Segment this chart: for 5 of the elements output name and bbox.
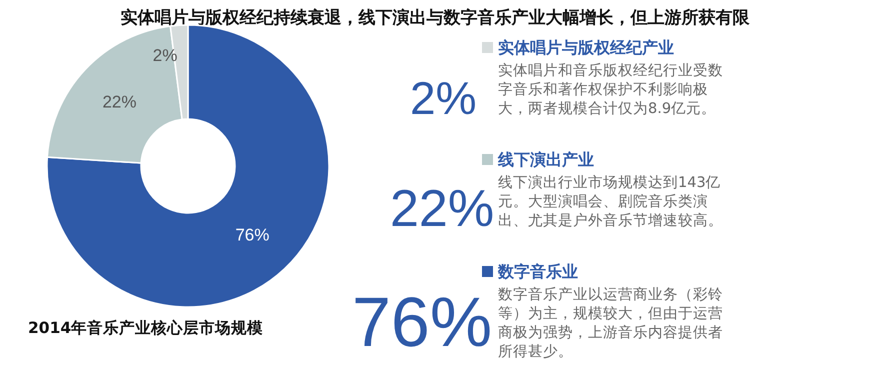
data-label: 76% (235, 226, 270, 245)
title: 实体唱片与版权经纪持续衰退，线下演出与数字音乐产业大幅增长，但上游所获有限 (120, 7, 750, 29)
caption: 2014年音乐产业核心层市场规模 (28, 318, 264, 339)
data-label: 22% (102, 92, 136, 112)
donut-slice (46, 24, 330, 308)
